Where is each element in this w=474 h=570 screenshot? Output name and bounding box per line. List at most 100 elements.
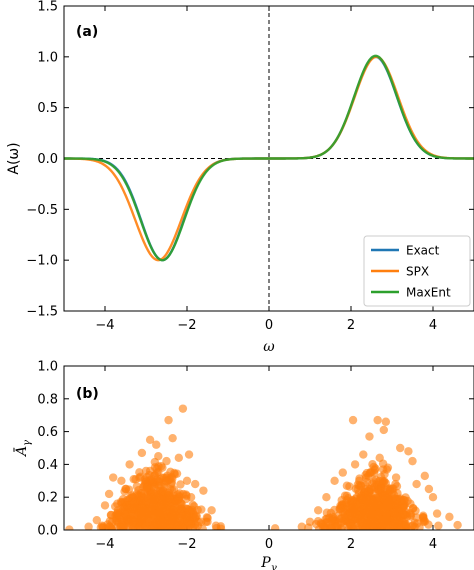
scatter-point	[137, 448, 147, 458]
scatter-point	[119, 521, 128, 530]
scatter-point	[313, 516, 323, 526]
scatter-point	[328, 512, 337, 522]
scatter-point	[364, 487, 374, 496]
y-tick-label: 1.5	[37, 0, 58, 15]
scatter-point	[137, 512, 147, 522]
scatter-point	[348, 415, 358, 425]
scatter-point	[345, 507, 355, 517]
y-tick-label: 0.5	[37, 101, 58, 116]
scatter-point	[207, 506, 216, 515]
scatter-point	[170, 470, 179, 479]
scatter-point	[404, 447, 413, 456]
y-tick-label: 0.8	[37, 392, 58, 407]
scatter-point	[322, 493, 331, 502]
scatter-point	[340, 500, 350, 510]
x-tick-label: 0	[265, 318, 273, 333]
y-tick-label: 1.0	[37, 360, 58, 375]
scatter-point	[183, 517, 192, 526]
scatter-point	[154, 481, 163, 490]
scatter-point	[164, 488, 173, 497]
scatter-point	[406, 512, 415, 521]
scatter-point	[125, 460, 134, 469]
scatter-point	[106, 510, 116, 520]
scatter-point	[347, 522, 356, 530]
scatter-point	[143, 483, 152, 492]
scatter-point	[168, 433, 177, 443]
scatter-point	[380, 490, 389, 500]
scatter-point	[396, 443, 405, 453]
scatter-point	[150, 471, 159, 481]
scatter-point	[428, 493, 438, 502]
x-axis-label: Pγ	[260, 555, 276, 570]
scatter-point	[359, 450, 368, 459]
scatter-point	[379, 425, 388, 435]
y-tick-label: 0.0	[37, 152, 58, 167]
scatter-point	[375, 453, 384, 463]
scatter-point	[176, 480, 185, 489]
scatter-point	[84, 522, 93, 530]
panel-label: (a)	[76, 24, 98, 40]
y-axis-label: A(ω)	[6, 142, 22, 174]
scatter-point	[198, 524, 207, 530]
scatter-point	[145, 435, 155, 444]
scatter-point	[109, 473, 118, 482]
plot-frame	[63, 365, 474, 531]
x-tick-label: −2	[177, 537, 196, 552]
scatter-point	[401, 519, 411, 529]
scatter-point	[185, 506, 194, 515]
scatter-point	[412, 479, 421, 489]
scatter-point	[355, 476, 364, 485]
legend-box	[363, 235, 471, 307]
series-lines	[64, 54, 474, 262]
y-axis-label: Āγ	[12, 440, 33, 458]
scatter-point	[192, 511, 201, 521]
x-tick-label: 4	[429, 537, 437, 552]
scatter-point	[188, 524, 198, 530]
scatter-point	[383, 499, 392, 508]
scatter-point	[297, 522, 306, 530]
scatter-point	[178, 404, 188, 413]
scatter-point	[132, 482, 142, 491]
scatter-point	[129, 474, 138, 484]
scatter-point	[391, 473, 401, 482]
scatter-point	[113, 499, 122, 508]
scatter-point	[175, 489, 184, 498]
scatter-point	[117, 476, 126, 485]
scatter-point	[383, 521, 393, 530]
scatter-point	[383, 463, 393, 472]
y-tick-label: 0.2	[37, 491, 58, 506]
scatter-point	[453, 520, 462, 530]
scatter-point	[164, 415, 173, 425]
scatter-point	[420, 517, 430, 526]
scatter-point	[130, 497, 139, 507]
y-tick-label: 1.0	[37, 50, 58, 65]
y-tick-label: −1.5	[26, 305, 58, 320]
scatter-point	[305, 517, 315, 526]
scatter-point	[342, 481, 352, 490]
scatter-point	[191, 479, 200, 489]
scatter-point	[113, 508, 122, 517]
scatter-point	[104, 489, 114, 499]
y-tick-label: 0.0	[37, 524, 58, 539]
panel-label: (b)	[76, 386, 99, 402]
scatter-point	[420, 471, 429, 481]
y-tick-label: 0.4	[37, 458, 58, 473]
scatter-point	[186, 493, 196, 502]
scatter-point	[336, 518, 346, 528]
scatter-point	[174, 453, 183, 463]
scatter-point	[162, 456, 171, 466]
scatter-point	[152, 440, 161, 449]
scatter-point	[151, 493, 161, 503]
scatter-point	[406, 499, 415, 508]
scatter-point	[314, 506, 323, 515]
scatter-point	[121, 510, 131, 519]
scatter-point	[381, 417, 391, 426]
y-tick-label: −1.0	[26, 254, 58, 269]
scatter-point	[408, 456, 417, 466]
x-tick-label: 2	[347, 318, 355, 333]
scatter-point	[155, 518, 164, 527]
scatter-point	[141, 466, 151, 476]
scatter-point	[65, 525, 74, 530]
x-axis-label: ω	[263, 339, 275, 355]
